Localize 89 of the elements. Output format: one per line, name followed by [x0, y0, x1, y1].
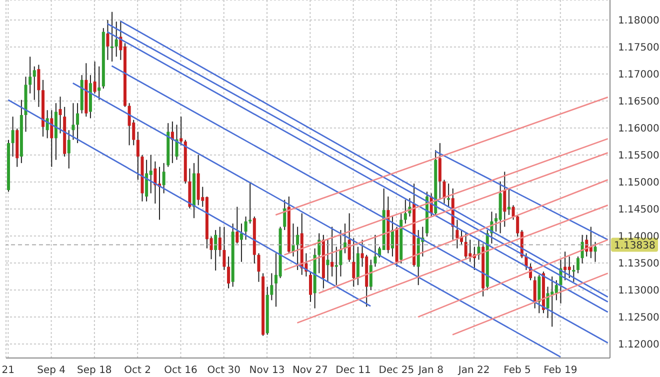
- x-tick-label: Oct 30: [207, 365, 240, 376]
- candlestick: [110, 11, 114, 62]
- x-tick-label: Dec 25: [378, 365, 414, 376]
- x-tick-label: Sep 18: [77, 365, 112, 376]
- candlestick: [468, 239, 472, 262]
- candlestick: [369, 259, 372, 290]
- candlestick: [334, 246, 338, 286]
- candlestick: [546, 286, 550, 319]
- candlestick: [236, 206, 239, 244]
- candlestick: [296, 226, 300, 270]
- candlestick: [98, 66, 101, 100]
- candlestick: [568, 256, 571, 279]
- candlestick: [76, 102, 80, 144]
- y-tick-label: 1.16500: [618, 96, 660, 108]
- x-tick-label: Oct 16: [164, 365, 198, 376]
- candlestick: [374, 234, 377, 268]
- x-tick-label: Jan 8: [417, 365, 444, 376]
- candlestick: [564, 251, 567, 281]
- candlestick: [292, 223, 295, 257]
- y-tick-label: 1.18000: [618, 16, 660, 27]
- y-tick-label: 1.17000: [618, 70, 660, 81]
- candlestick: [283, 199, 286, 231]
- candlestick: [326, 239, 330, 282]
- x-tick-label: Nov 13: [249, 365, 285, 376]
- candlestick: [240, 223, 243, 262]
- candlestick: [554, 280, 558, 301]
- candlestick: [149, 154, 152, 194]
- candlestick: [404, 199, 407, 224]
- candlestick: [214, 230, 218, 272]
- y-tick-label: 1.13500: [618, 258, 660, 270]
- candlestick: [227, 256, 230, 289]
- candlestick: [248, 182, 252, 224]
- x-tick-label: Jan 22: [457, 365, 490, 376]
- candlestick: [330, 226, 334, 277]
- candlestick: [447, 183, 450, 208]
- candlestick: [438, 142, 442, 200]
- candlestick: [512, 204, 515, 220]
- candlestick: [180, 116, 183, 146]
- candlestick: [11, 116, 14, 158]
- x-tick-label: Dec 11: [336, 365, 371, 376]
- candlestick: [50, 110, 54, 168]
- candlestick: [145, 159, 148, 202]
- candlestick: [106, 19, 110, 60]
- candlestick: [244, 216, 248, 240]
- x-tick-label: 21: [2, 365, 15, 376]
- candlestick: [32, 66, 36, 100]
- candlestick: [594, 241, 597, 262]
- candlestick: [352, 238, 356, 288]
- candlestick: [222, 226, 226, 270]
- y-tick-label: 1.12000: [618, 340, 660, 351]
- candlestick: [550, 276, 554, 328]
- y-tick-label: 1.15000: [618, 178, 660, 189]
- candlestick: [507, 188, 510, 216]
- candlestick: [257, 252, 260, 282]
- candlestick: [28, 56, 32, 94]
- candlestick: [93, 61, 96, 94]
- y-tick-label: 1.15500: [618, 150, 660, 162]
- candlestick: [390, 216, 394, 257]
- ref-line-label: 1.13838: [614, 240, 656, 252]
- y-tick-label: 1.16000: [618, 124, 660, 135]
- y-tick-label: 1.12500: [618, 312, 660, 324]
- candlestick: [114, 21, 118, 58]
- candlestick: [572, 264, 576, 282]
- x-tick-label: Sep 4: [37, 365, 66, 376]
- candlestick: [339, 230, 342, 277]
- candlestick: [503, 171, 506, 228]
- candlestick: [136, 131, 140, 180]
- candlestick: [442, 179, 446, 204]
- candlestick: [318, 232, 321, 274]
- candlestick: [128, 102, 131, 146]
- x-tick-label: Nov 27: [292, 365, 328, 376]
- x-tick-label: Feb 5: [504, 365, 531, 376]
- y-tick-label: 1.13000: [618, 286, 660, 297]
- candlestick: [456, 219, 459, 249]
- candlestick: [37, 64, 40, 108]
- x-tick-label: Feb 19: [544, 365, 578, 376]
- candlestick: [576, 256, 580, 274]
- candlestick: [270, 272, 274, 301]
- x-tick-label: Oct 2: [124, 365, 152, 376]
- candlestick: [58, 96, 62, 134]
- candlestick: [162, 162, 166, 194]
- candlestick: [67, 130, 70, 169]
- candlestick: [218, 226, 222, 257]
- candlestick: [72, 102, 75, 140]
- candlestick: [464, 232, 468, 260]
- y-tick-label: 1.14500: [618, 204, 660, 216]
- y-tick-label: 1.17500: [618, 42, 660, 54]
- candlestick: [309, 271, 312, 302]
- candlestick: [533, 276, 536, 309]
